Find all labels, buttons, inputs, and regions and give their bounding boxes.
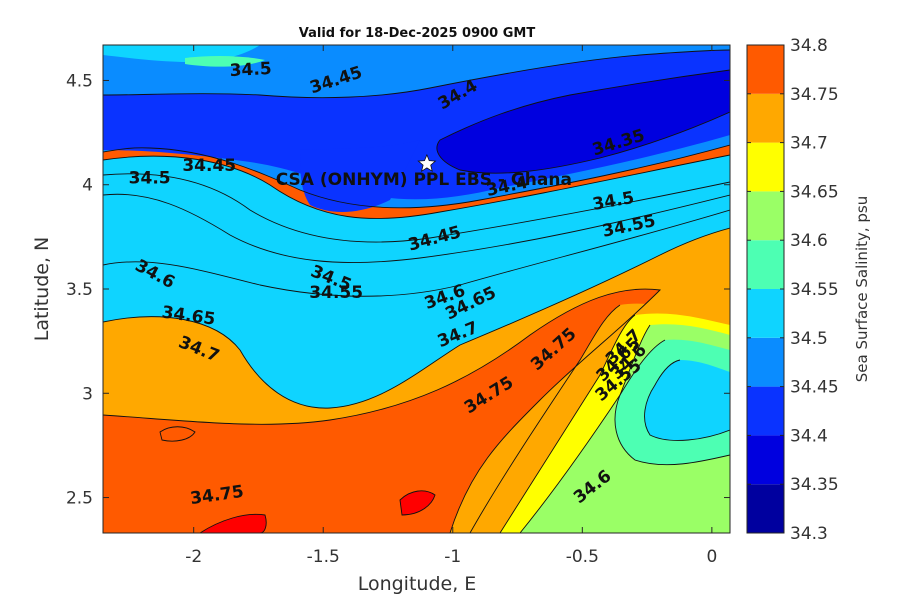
contour-line [103, 49, 730, 99]
y-tick-label: 4 [82, 176, 93, 196]
contour-line [103, 227, 730, 409]
x-axis: -2 -1.5 -1 -0.5 0 [185, 45, 717, 567]
colorbar: 34.3 34.35 34.4 34.45 34.5 34.55 34.6 34.65 34.7… [746, 36, 839, 544]
band-34.35-core [436, 70, 730, 174]
colorbar-tick-label: 34.45 [790, 378, 839, 398]
colorbar-tick-label: 34.65 [790, 182, 839, 202]
band-34.5-east [644, 360, 730, 441]
colorbar-swatch [747, 45, 784, 94]
site-label: CSA (ONHYM) PPL EBS - Ghana [276, 170, 572, 190]
x-tick-label: -1.5 [307, 547, 340, 567]
contour-line [103, 144, 730, 209]
band-34.55-nw-patch [185, 55, 265, 67]
colorbar-tick-label: 34.6 [790, 231, 828, 251]
y-tick-label: 4.5 [66, 71, 93, 91]
y-tick-label: 2.5 [66, 489, 93, 509]
x-tick-label: 0 [706, 547, 717, 567]
contour-line [519, 324, 651, 533]
contour-label: 34.5 [129, 168, 171, 188]
band-34.4-tongue [300, 140, 420, 212]
contour-line [436, 111, 730, 174]
band-34.8-islet [400, 490, 435, 515]
contour-line [103, 288, 661, 533]
colorbar-label: Sea Surface Salinity, psu [853, 196, 871, 382]
contour-label: 34.55 [309, 283, 363, 303]
band-34.8-south-west [200, 514, 267, 533]
colorbar-swatch [747, 337, 784, 387]
site-star-icon [417, 153, 437, 173]
contour-line [499, 314, 636, 533]
colorbar-tick-label: 34.4 [790, 426, 828, 446]
colorbar-swatch [747, 93, 784, 143]
contour-line [103, 173, 730, 243]
contour-label: 34.45 [182, 156, 236, 176]
colorbar-swatch [747, 142, 784, 192]
contour-line [199, 513, 267, 533]
band-34.75-south [103, 289, 660, 533]
colorbar-tick-label: 34.3 [790, 524, 828, 544]
colorbar-swatch [747, 386, 784, 436]
contour-label: 34.5 [229, 59, 272, 81]
colorbar-swatch [747, 289, 784, 338]
colorbar-swatch [747, 240, 784, 289]
chart-title: Valid for 18-Dec-2025 0900 GMT [299, 26, 536, 41]
band-34.75-islet [160, 426, 195, 442]
contour-line [399, 490, 436, 516]
contour-line [103, 154, 730, 219]
x-tick-label: -2 [185, 547, 202, 567]
colorbar-tick-label: 34.5 [790, 329, 828, 349]
x-tick-label: -1 [444, 547, 461, 567]
x-tick-label: -0.5 [566, 547, 599, 567]
y-tick-label: 3.5 [66, 280, 93, 300]
site-layer: CSA (ONHYM) PPL EBS - Ghana [276, 153, 572, 190]
contour-fill-layer [103, 45, 730, 533]
contour-line [159, 426, 196, 442]
colorbar-swatch [747, 484, 784, 533]
contour-line [103, 193, 730, 263]
colorbar-tick-label: 34.35 [790, 475, 839, 495]
colorbar-swatch [747, 435, 784, 485]
contour-line [614, 339, 730, 466]
contour-line [439, 69, 730, 141]
y-axis: 2.5 3 3.5 4 4.5 [66, 71, 730, 509]
contour-line [469, 304, 621, 533]
colorbar-tick-label: 34.8 [790, 36, 828, 56]
contour-lines [103, 49, 730, 533]
colorbar-tick-label: 34.7 [790, 134, 828, 154]
y-axis-label: Latitude, N [31, 237, 53, 342]
colorbar-swatch [747, 191, 784, 241]
y-tick-label: 3 [82, 384, 93, 404]
x-axis-label: Longitude, E [358, 573, 477, 595]
contour-line [644, 359, 730, 441]
contour-line [103, 209, 730, 297]
colorbar-tick-label: 34.55 [790, 280, 839, 300]
colorbar-tick-label: 34.75 [790, 85, 839, 105]
